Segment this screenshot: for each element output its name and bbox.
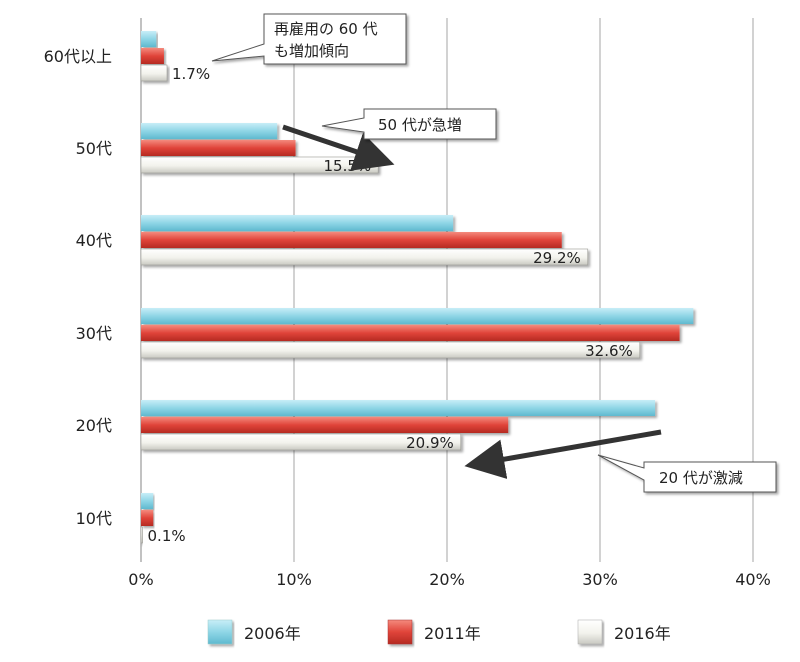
y-category-label: 30代 — [76, 324, 112, 343]
bar-0-5 — [141, 493, 154, 509]
bar-2-2 — [140, 248, 589, 266]
x-tick-label: 20% — [429, 570, 465, 589]
callout-20s — [597, 454, 777, 493]
x-tick-label: 10% — [276, 570, 312, 589]
callout-60s-line2: も増加傾向 — [274, 42, 349, 60]
bar-2-0 — [140, 64, 168, 82]
bar-2-3 — [140, 341, 641, 359]
arrow-20s-decrease — [464, 429, 662, 479]
bar-1-1 — [141, 140, 296, 156]
x-axis: 0% 10% 20% 30% 40% — [128, 570, 770, 589]
callout-50s — [321, 108, 497, 140]
legend-swatch-2016 — [577, 619, 603, 645]
callout-60s — [211, 13, 407, 65]
legend-label-2006: 2006年 — [244, 624, 301, 643]
bar-2-4 — [140, 433, 462, 451]
legend-label-2011: 2011年 — [424, 624, 481, 643]
bar-0-1 — [141, 123, 278, 139]
x-tick-label: 30% — [582, 570, 618, 589]
bar-1-3 — [141, 325, 680, 341]
callout-50s-text: 50 代が急増 — [378, 116, 462, 134]
bar-1-2 — [141, 232, 562, 248]
data-label: 0.1% — [148, 527, 186, 545]
y-category-label: 20代 — [76, 416, 112, 435]
data-label: 1.7% — [172, 65, 210, 83]
data-label: 32.6% — [585, 342, 633, 360]
y-axis: 60代以上 50代 40代 30代 20代 10代 — [44, 47, 112, 528]
y-category-label: 50代 — [76, 139, 112, 158]
bar-1-0 — [141, 48, 164, 64]
bar-0-2 — [141, 215, 454, 231]
y-category-label: 40代 — [76, 231, 112, 250]
y-category-label: 60代以上 — [44, 47, 112, 66]
arrow-50s-increase — [282, 124, 395, 171]
x-tick-label: 40% — [735, 570, 771, 589]
bar-1-4 — [141, 417, 509, 433]
y-category-label: 10代 — [76, 509, 112, 528]
callout-20s-text: 20 代が激減 — [659, 469, 743, 487]
bar-0-0 — [141, 31, 157, 47]
legend-swatch-2006 — [207, 619, 233, 645]
bar-2-5 — [140, 526, 143, 544]
legend-swatch-2011 — [387, 619, 413, 645]
x-tick-label: 0% — [128, 570, 153, 589]
data-label: 20.9% — [406, 434, 454, 452]
bar-1-5 — [141, 510, 154, 526]
legend-label-2016: 2016年 — [614, 624, 671, 643]
bar-0-3 — [141, 308, 694, 324]
data-label: 15.5% — [323, 157, 371, 175]
legend: 2006年 2011年 2016年 — [207, 619, 671, 645]
callout-60s-line1: 再雇用の 60 代 — [274, 20, 378, 38]
bars — [140, 31, 694, 544]
data-label: 29.2% — [533, 249, 581, 267]
bar-0-4 — [141, 400, 656, 416]
